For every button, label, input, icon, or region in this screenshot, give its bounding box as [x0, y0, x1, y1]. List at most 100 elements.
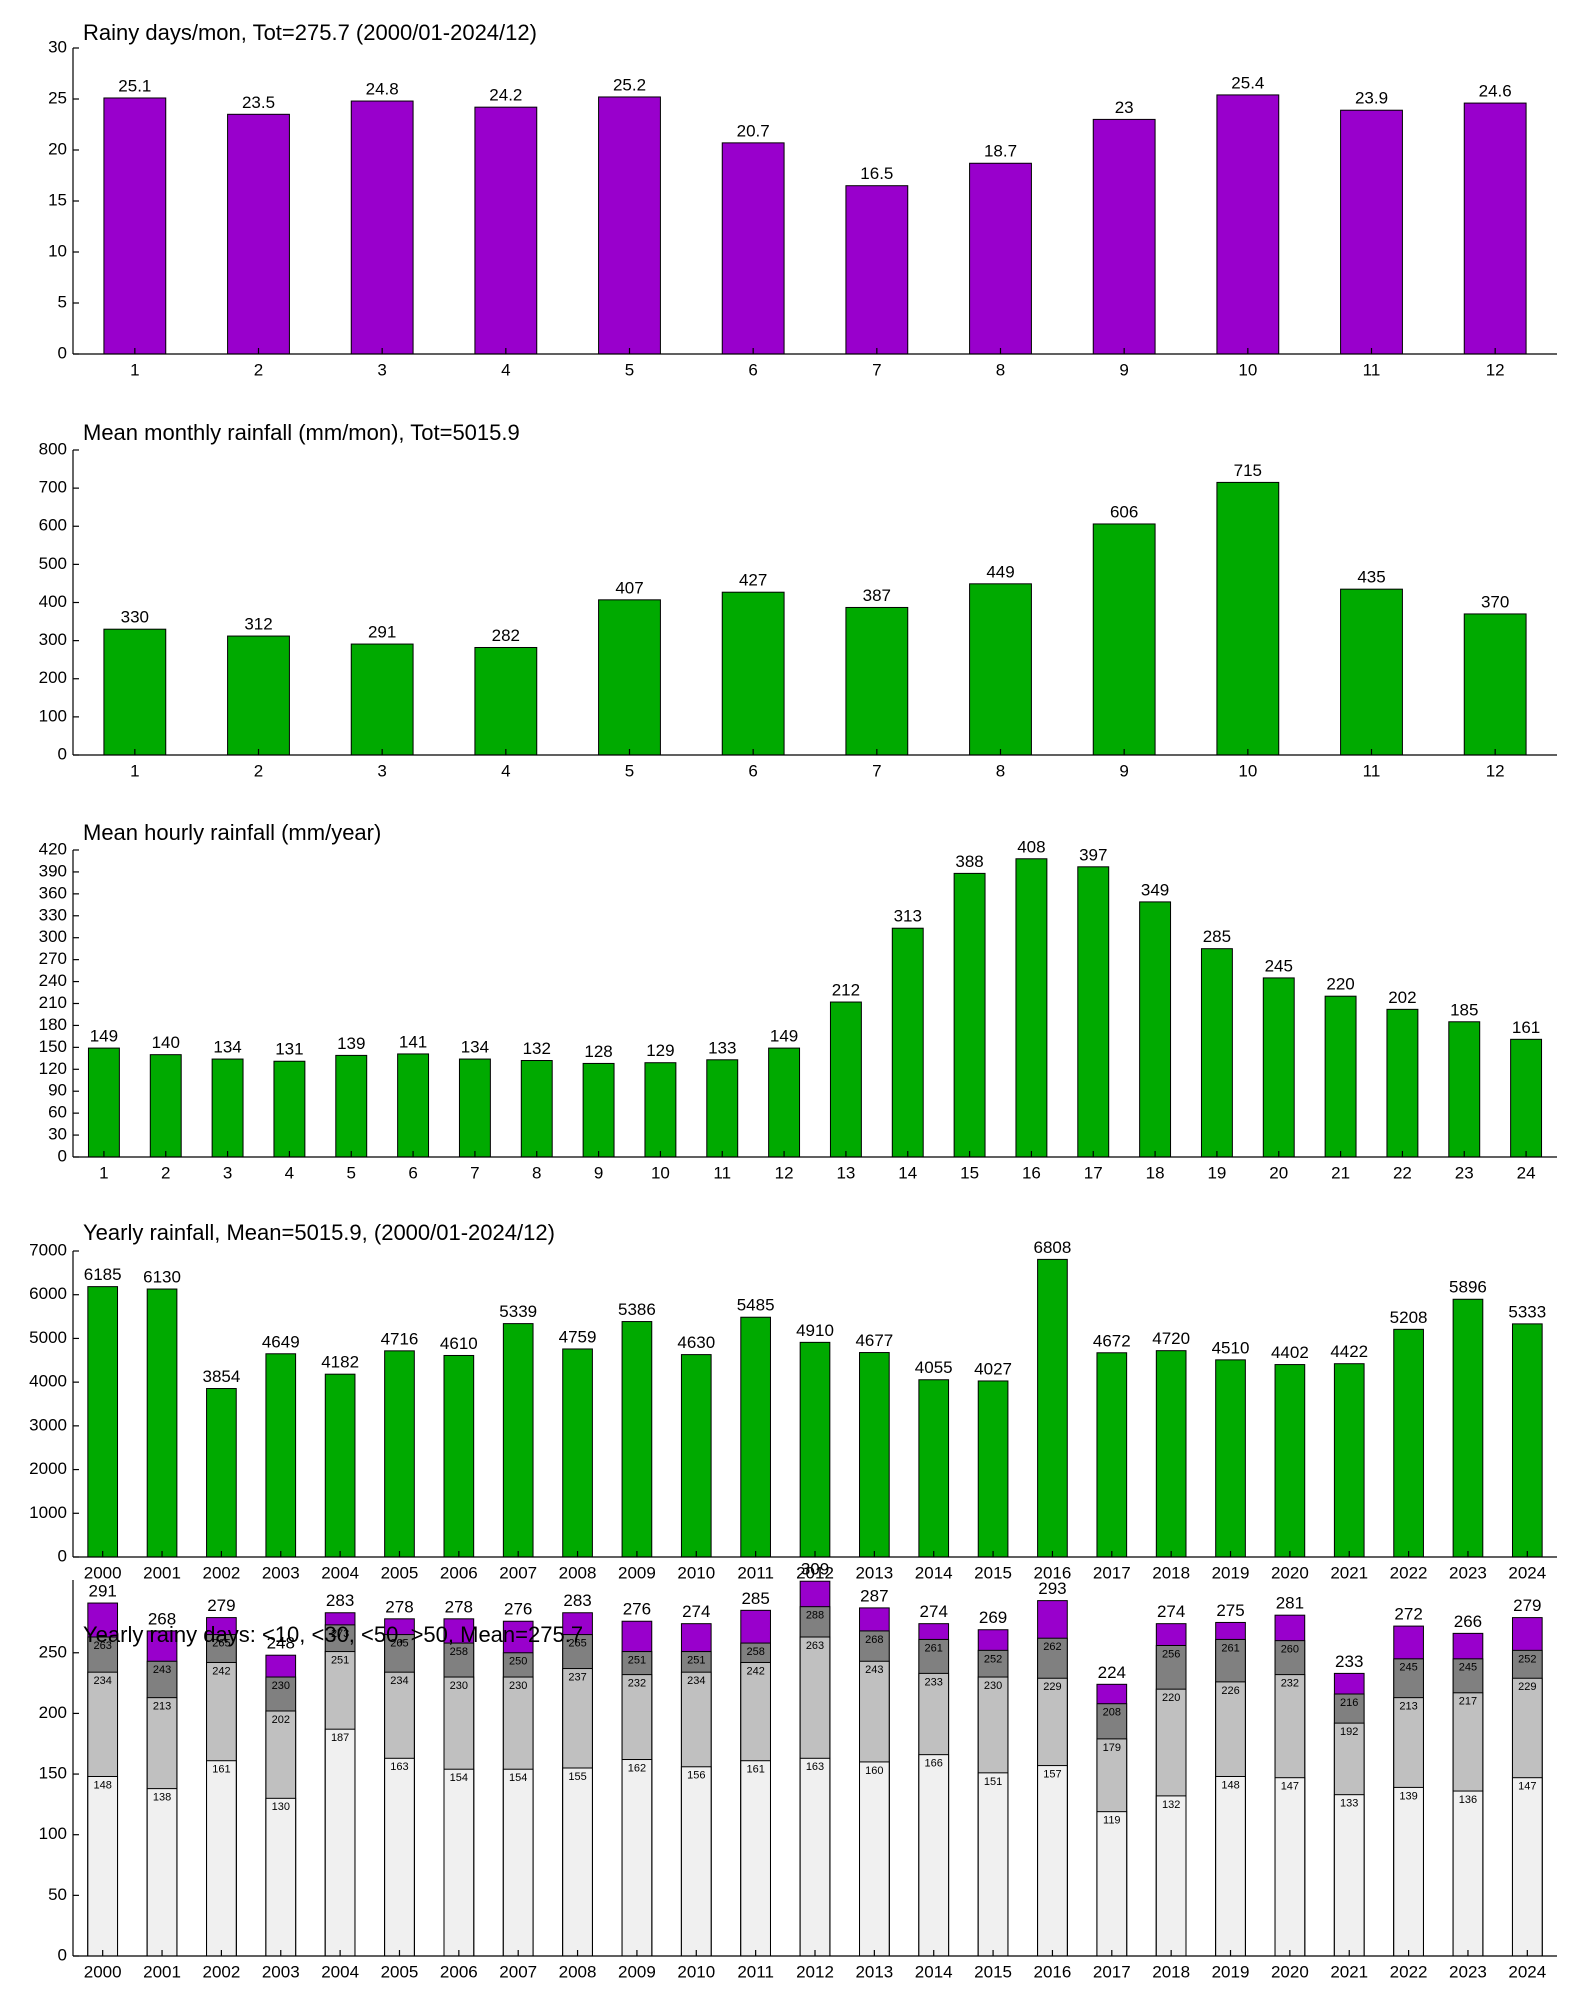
bar: [845, 606, 909, 756]
value-label: 230: [984, 1680, 1002, 1692]
bar-segment: [1096, 1811, 1128, 1957]
x-tick-label: 2022: [1390, 1563, 1428, 1582]
value-label: 133: [1340, 1798, 1358, 1810]
value-label: 4055: [915, 1358, 953, 1377]
value-label: 4610: [440, 1334, 478, 1353]
value-label: 232: [1281, 1678, 1299, 1690]
value-label: 156: [687, 1770, 705, 1782]
value-label: 130: [272, 1801, 290, 1813]
x-tick-label: 2001: [143, 1962, 181, 1981]
x-tick-label: 2024: [1508, 1563, 1546, 1582]
bar: [1139, 901, 1172, 1158]
value-label: 220: [1326, 975, 1354, 994]
value-label: 245: [1399, 1662, 1417, 1674]
bar: [474, 646, 538, 756]
bar: [458, 1058, 491, 1158]
x-tick-label: 22: [1393, 1163, 1412, 1182]
value-label: 139: [1399, 1790, 1417, 1802]
bar: [1463, 613, 1527, 756]
chart-title: Mean hourly rainfall (mm/year): [83, 820, 381, 845]
value-label: 4672: [1093, 1331, 1131, 1350]
y-tick-label: 420: [39, 839, 67, 858]
y-tick-label: 4000: [29, 1372, 67, 1391]
bar-segment: [146, 1788, 178, 1957]
bar: [969, 162, 1032, 355]
bar: [845, 185, 909, 355]
value-label: 606: [1110, 502, 1138, 521]
value-label: 272: [1394, 1605, 1422, 1624]
value-label: 252: [984, 1653, 1002, 1665]
bar: [1015, 858, 1048, 1158]
x-tick-label: 16: [1022, 1163, 1041, 1182]
bar: [740, 1316, 771, 1558]
bar: [1333, 1363, 1365, 1558]
value-label: 309: [801, 1560, 829, 1579]
y-tick-label: 300: [39, 630, 67, 649]
x-tick-label: 2024: [1508, 1962, 1546, 1981]
value-label: 192: [1340, 1726, 1358, 1738]
x-tick-label: 2002: [202, 1962, 240, 1981]
y-tick-label: 200: [39, 668, 67, 687]
y-tick-label: 50: [48, 1885, 67, 1904]
value-label: 4720: [1152, 1329, 1190, 1348]
value-label: 260: [1281, 1644, 1299, 1656]
x-tick-label: 2009: [618, 1563, 656, 1582]
bar: [273, 1060, 306, 1158]
bar: [103, 97, 167, 355]
value-label: 4677: [855, 1331, 893, 1350]
value-label: 23: [1115, 98, 1134, 117]
value-label: 282: [492, 626, 520, 645]
value-label: 250: [509, 1656, 527, 1668]
bar-segment: [443, 1768, 475, 1957]
x-tick-label: 7: [470, 1163, 479, 1182]
value-label: 251: [628, 1654, 646, 1666]
value-label: 149: [90, 1027, 118, 1046]
value-label: 25.1: [118, 76, 151, 95]
value-label: 274: [682, 1602, 710, 1621]
value-label: 263: [94, 1640, 112, 1652]
value-label: 5386: [618, 1300, 656, 1319]
bar: [1274, 1364, 1306, 1558]
value-label: 213: [153, 1701, 171, 1713]
chart-title: Rainy days/mon, Tot=275.7 (2000/01-2024/…: [83, 20, 537, 45]
value-label: 242: [746, 1665, 764, 1677]
bar: [443, 1354, 475, 1558]
bar: [680, 1354, 712, 1558]
value-label: 291: [88, 1582, 116, 1601]
value-label: 278: [445, 1597, 473, 1616]
x-tick-label: 2023: [1449, 1962, 1487, 1981]
x-tick-label: 2007: [499, 1563, 537, 1582]
x-tick-label: 2021: [1330, 1962, 1368, 1981]
value-label: 230: [272, 1680, 290, 1692]
bar: [1448, 1021, 1481, 1158]
x-tick-label: 9: [1119, 360, 1128, 379]
bar-segment: [1037, 1765, 1068, 1957]
value-label: 312: [244, 615, 272, 634]
x-tick-label: 5: [625, 360, 634, 379]
bar: [1324, 995, 1357, 1158]
value-label: 166: [925, 1758, 943, 1770]
y-tick-label: 100: [39, 1824, 67, 1843]
y-tick-label: 150: [39, 1037, 67, 1056]
y-tick-label: 1000: [29, 1503, 67, 1522]
x-tick-label: 2020: [1271, 1962, 1309, 1981]
x-tick-label: 2013: [855, 1962, 893, 1981]
bar-segment: [384, 1757, 415, 1957]
value-label: 261: [1221, 1642, 1239, 1654]
value-label: 4510: [1212, 1338, 1250, 1357]
x-tick-label: 2016: [1034, 1563, 1072, 1582]
value-label: 279: [207, 1596, 235, 1615]
bar: [721, 142, 785, 355]
value-label: 237: [568, 1671, 586, 1683]
value-label: 163: [806, 1761, 824, 1773]
bar: [621, 1321, 653, 1558]
value-label: 161: [212, 1764, 230, 1776]
bar: [1155, 1350, 1187, 1558]
bar: [891, 927, 924, 1158]
y-tick-label: 250: [39, 1642, 67, 1661]
value-label: 5485: [737, 1296, 775, 1315]
bar-segment: [799, 1757, 831, 1957]
bar-segment: [324, 1728, 356, 1957]
x-tick-label: 6: [748, 360, 757, 379]
bar: [768, 1047, 801, 1158]
